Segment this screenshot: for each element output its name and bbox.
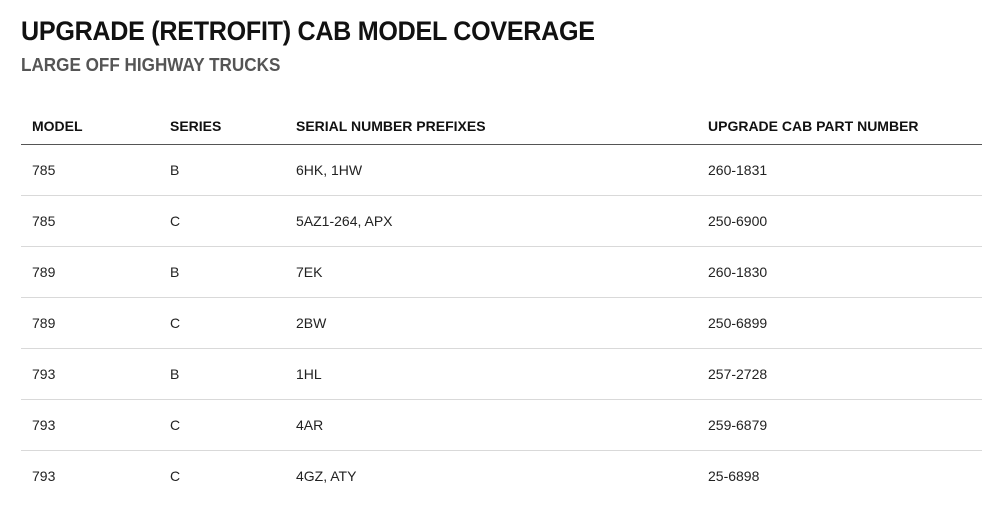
part-number-cell: 260-1831 bbox=[697, 144, 982, 196]
serial-prefixes-cell: 5AZ1-264, APX bbox=[285, 195, 697, 247]
serial-prefixes-cell: 6HK, 1HW bbox=[285, 144, 697, 196]
table-row: 785 B 6HK, 1HW 260-1831 bbox=[21, 144, 982, 196]
part-number-cell: 250-6899 bbox=[697, 297, 982, 349]
column-header-upgrade-cab-part-number: UPGRADE CAB PART NUMBER bbox=[697, 108, 982, 145]
table-row: 793 C 4GZ, ATY 25-6898 bbox=[21, 451, 982, 502]
series-cell: B bbox=[159, 348, 285, 400]
model-cell: 785 bbox=[21, 195, 159, 247]
serial-prefixes-cell: 4AR bbox=[285, 399, 697, 451]
series-cell: C bbox=[170, 468, 181, 484]
page-title: UPGRADE (RETROFIT) CAB MODEL COVERAGE bbox=[21, 16, 595, 46]
page-subtitle: LARGE OFF HIGHWAY TRUCKS bbox=[21, 55, 281, 75]
part-number-cell: 257-2728 bbox=[697, 348, 982, 400]
serial-prefixes-cell: 7EK bbox=[285, 246, 697, 298]
table-row: 793 B 1HL 257-2728 bbox=[21, 348, 982, 400]
column-header-model: MODEL bbox=[21, 108, 159, 145]
serial-prefixes-cell: 4GZ, ATY bbox=[296, 468, 357, 484]
part-number-cell: 250-6900 bbox=[697, 195, 982, 247]
column-header-series: SERIES bbox=[159, 108, 285, 145]
serial-prefixes-cell: 2BW bbox=[285, 297, 697, 349]
series-cell: C bbox=[159, 195, 285, 247]
model-cell: 793 bbox=[21, 399, 159, 451]
part-number-cell: 259-6879 bbox=[697, 399, 982, 451]
table-row: 789 B 7EK 260-1830 bbox=[21, 246, 982, 298]
part-number-cell: 260-1830 bbox=[697, 246, 982, 298]
table-row: 789 C 2BW 250-6899 bbox=[21, 297, 982, 349]
series-cell: B bbox=[159, 144, 285, 196]
model-cell: 793 bbox=[21, 348, 159, 400]
model-cell: 789 bbox=[21, 246, 159, 298]
table-row: 785 C 5AZ1-264, APX 250-6900 bbox=[21, 195, 982, 247]
series-cell: B bbox=[159, 246, 285, 298]
part-number-cell: 25-6898 bbox=[708, 468, 760, 484]
table-row: 793 C 4AR 259-6879 bbox=[21, 399, 982, 451]
table-header-row: MODEL SERIES SERIAL NUMBER PREFIXES UPGR… bbox=[21, 108, 982, 145]
model-cell: 789 bbox=[21, 297, 159, 349]
series-cell: C bbox=[159, 399, 285, 451]
serial-prefixes-cell: 1HL bbox=[285, 348, 697, 400]
model-cell: 785 bbox=[21, 144, 159, 196]
model-cell: 793 bbox=[32, 468, 56, 484]
cab-coverage-table: MODEL SERIES SERIAL NUMBER PREFIXES UPGR… bbox=[21, 108, 982, 501]
series-cell: C bbox=[159, 297, 285, 349]
column-header-serial-number-prefixes: SERIAL NUMBER PREFIXES bbox=[285, 108, 697, 145]
